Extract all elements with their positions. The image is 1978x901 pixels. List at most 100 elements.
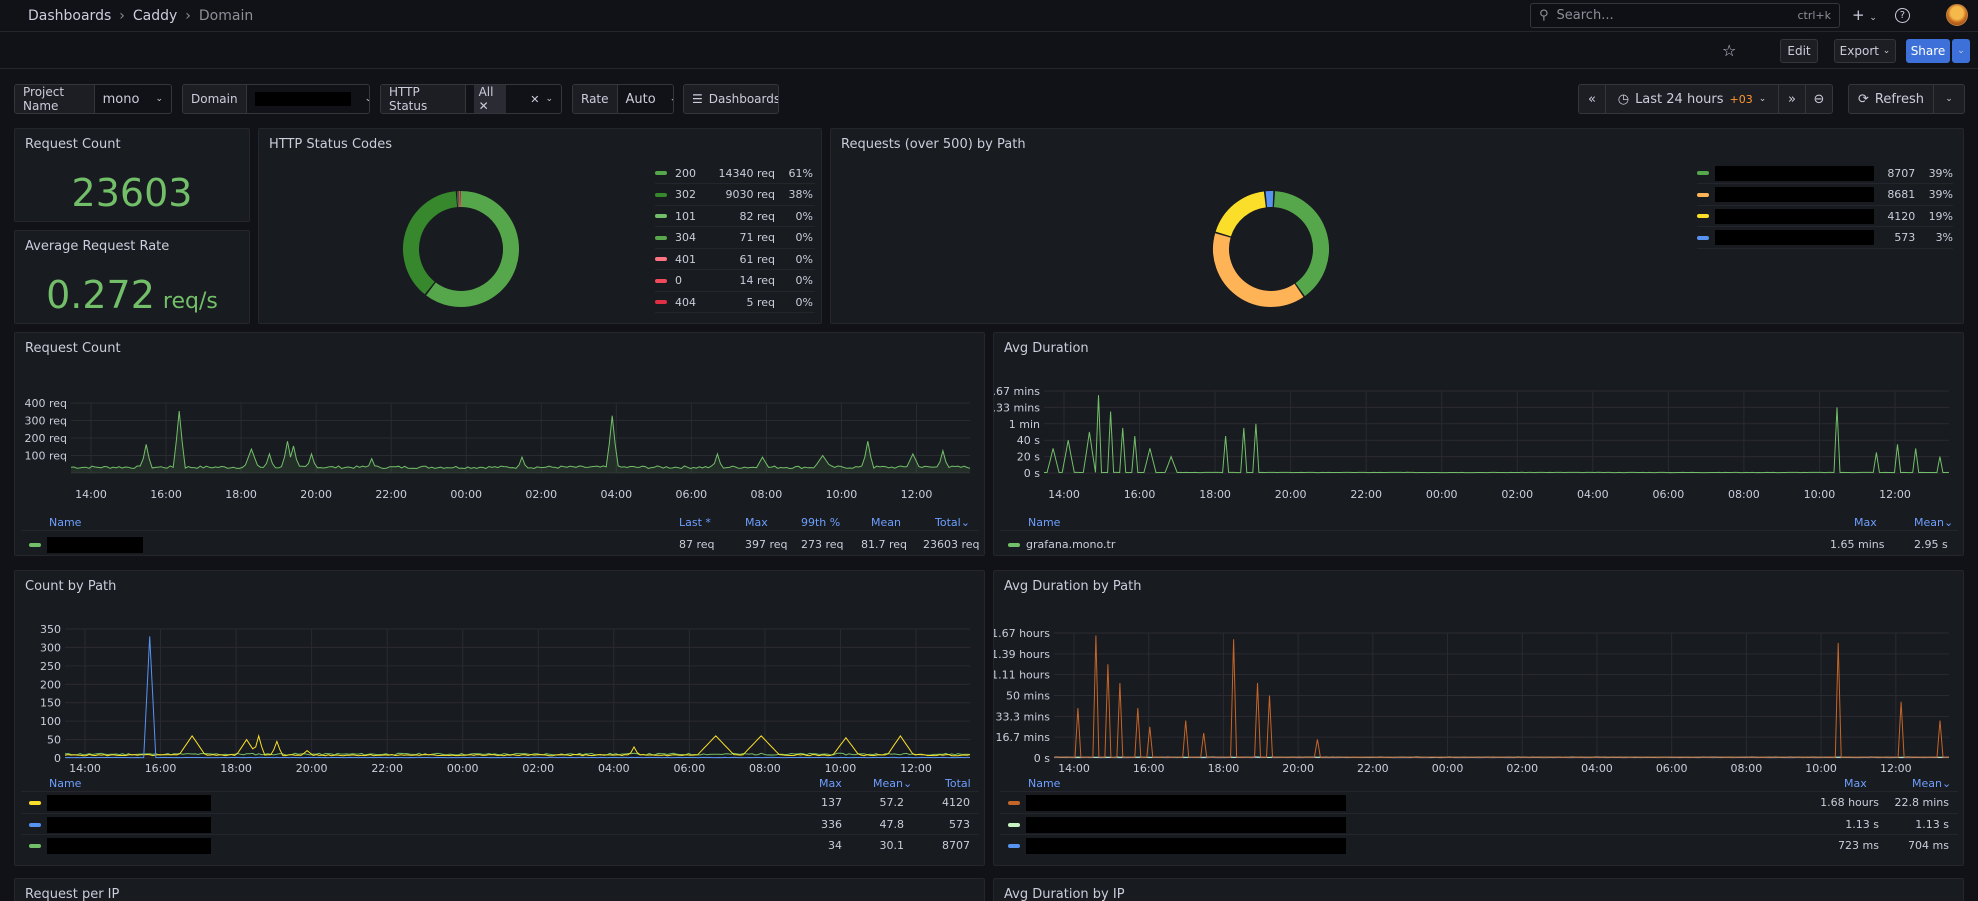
legend-percent: 61% (788, 166, 813, 180)
legend-row[interactable]: 101 82 req 0% (655, 206, 815, 227)
legend-value: 4120 (1887, 209, 1916, 223)
legend-row[interactable] (29, 816, 211, 833)
y-tick-label: 100 (40, 715, 61, 728)
legend-row[interactable] (29, 838, 211, 854)
shift-back-button[interactable]: « (1578, 84, 1606, 114)
share-dropdown-button[interactable]: ⌄ (1952, 39, 1970, 63)
legend-value: 5 req (746, 295, 775, 309)
legend-row[interactable]: 304 71 req 0% (655, 228, 815, 249)
x-tick-label: 06:00 (674, 762, 706, 775)
x-tick-label: 02:00 (1501, 488, 1533, 501)
legend-total: 8707 (942, 839, 970, 852)
var-http-status[interactable]: HTTP Status All ✕ ✕ ⌄ (380, 84, 562, 114)
share-button[interactable]: Share (1906, 39, 1950, 63)
legend-row[interactable]: 200 14340 req 61% (655, 163, 815, 184)
refresh-button[interactable]: ⟳ Refresh (1848, 84, 1934, 114)
legend-code: 0 (675, 274, 682, 287)
legend-mean: 1.13 s (1915, 817, 1949, 831)
panel-avg-duration-by-path: Avg Duration by Path 1.67 hours 1.39 hour… (993, 570, 1964, 866)
panel-request-count-stat: Request Count 23603 (14, 128, 250, 222)
breadcrumb-caddy[interactable]: Caddy (132, 8, 178, 24)
y-tick-label: 1.11 hours (994, 669, 1050, 682)
legend-row[interactable]: 0 14 req 0% (655, 271, 815, 292)
x-tick-label: 02:00 (1506, 762, 1538, 775)
legend-max: 1.13 s (1845, 817, 1879, 831)
avatar[interactable] (1946, 4, 1968, 26)
shift-forward-button[interactable]: » (1778, 84, 1806, 114)
edit-button[interactable]: Edit (1780, 39, 1818, 63)
series-line (64, 752, 971, 756)
legend-code: 401 (675, 252, 696, 266)
pie-slice[interactable] (1213, 233, 1304, 307)
x-tick-label: 08:00 (751, 488, 783, 501)
legend-row[interactable] (1008, 816, 1346, 833)
y-tick-label: 1.39 hours (994, 648, 1050, 661)
x-tick-label: 12:00 (900, 762, 932, 775)
x-tick-label: 22:00 (375, 488, 407, 501)
legend-row[interactable]: grafana.mono.tr (1008, 538, 1115, 551)
y-tick-label: 16.7 mins (996, 731, 1051, 744)
legend-percent: 0% (795, 274, 813, 287)
legend-percent: 0% (795, 209, 813, 223)
pie-slice[interactable] (1215, 191, 1267, 237)
legend-row[interactable]: 4120 19% (1697, 206, 1953, 227)
x-tick-label: 20:00 (1275, 488, 1307, 501)
y-tick-label: 250 (40, 660, 61, 673)
legend-row[interactable] (29, 795, 211, 811)
x-tick-label: 14:00 (1058, 762, 1090, 775)
pie-slice[interactable] (403, 191, 458, 295)
var-domain[interactable]: Domain ⌄ (182, 84, 370, 114)
add-icon[interactable]: + ⌄ (1852, 6, 1877, 24)
refresh-interval-dropdown[interactable]: ⌄ (1933, 84, 1965, 114)
dashboard-toolbar: ☆ Edit Export ⌄ Share ⌄ (0, 33, 1978, 69)
legend-row[interactable] (1008, 838, 1346, 854)
top-bar: Dashboards › Caddy › Domain ⚲ Search... … (0, 0, 1978, 32)
x-tick-label: 18:00 (1199, 488, 1231, 501)
y-tick-label: 50 (47, 734, 61, 747)
chevron-right-icon: › (119, 8, 125, 24)
star-icon[interactable]: ☆ (1722, 41, 1737, 60)
legend-row[interactable]: 8681 39% (1697, 185, 1953, 206)
var-project-name[interactable]: Project Name mono ⌄ (14, 84, 172, 114)
avg-duration-by-path-chart: 1.67 hours 1.39 hours 1.11 hours 50 mins 33.… (994, 627, 1950, 775)
dashboards-link-button[interactable]: ☰ Dashboards (683, 84, 779, 114)
legend-row[interactable]: 401 61 req 0% (655, 249, 815, 270)
breadcrumb-dashboards[interactable]: Dashboards (28, 8, 112, 24)
legend-max: 137 (821, 796, 842, 809)
legend-row[interactable]: 8707 39% (1697, 163, 1953, 184)
export-button[interactable]: Export ⌄ (1834, 39, 1896, 63)
legend-row[interactable]: 302 9030 req 38% (655, 185, 815, 206)
x-tick-label: 16:00 (1133, 762, 1165, 775)
close-icon: ✕ (478, 99, 489, 113)
panel-average-request-rate: Average Request Rate 0.272 req/s (14, 230, 250, 324)
pie-slice[interactable] (1273, 191, 1329, 297)
x-tick-label: 00:00 (450, 488, 482, 501)
legend-mean: 30.1 (879, 839, 905, 852)
y-tick-label: 150 (40, 697, 61, 710)
zoom-out-icon[interactable]: ⊖ (1805, 84, 1833, 114)
legend-row[interactable] (29, 537, 143, 553)
legend-row[interactable]: 404 5 req 0% (655, 292, 815, 313)
time-range-picker[interactable]: ◷ Last 24 hours +03 ⌄ (1605, 84, 1779, 114)
search-input[interactable]: ⚲ Search... ctrl+k (1530, 3, 1840, 28)
legend-row[interactable] (1008, 795, 1346, 811)
panel-http-status-codes: HTTP Status Codes 200 14340 req 61% 302 9030… (258, 128, 822, 324)
legend-code: 200 (675, 166, 696, 180)
status-chip: All ✕ (473, 85, 507, 113)
legend-code: 404 (675, 295, 696, 309)
x-tick-label: 12:00 (1880, 762, 1912, 775)
x-tick-label: 16:00 (145, 762, 177, 775)
help-icon[interactable]: ? (1894, 7, 1910, 23)
y-tick-label: 400 req (24, 397, 67, 410)
var-rate[interactable]: Rate Auto⌄ (572, 84, 674, 114)
pie-slice[interactable] (426, 191, 519, 307)
series-line (1053, 635, 1950, 758)
x-tick-label: 08:00 (1728, 488, 1760, 501)
x-tick-label: 22:00 (1350, 488, 1382, 501)
y-tick-label: 0 (54, 752, 61, 765)
legend-value: 573 (1894, 231, 1916, 244)
x-tick-label: 10:00 (825, 762, 857, 775)
legend-row[interactable]: 573 3% (1697, 228, 1953, 249)
x-tick-label: 00:00 (447, 762, 479, 775)
x-tick-label: 12:00 (1879, 488, 1911, 501)
